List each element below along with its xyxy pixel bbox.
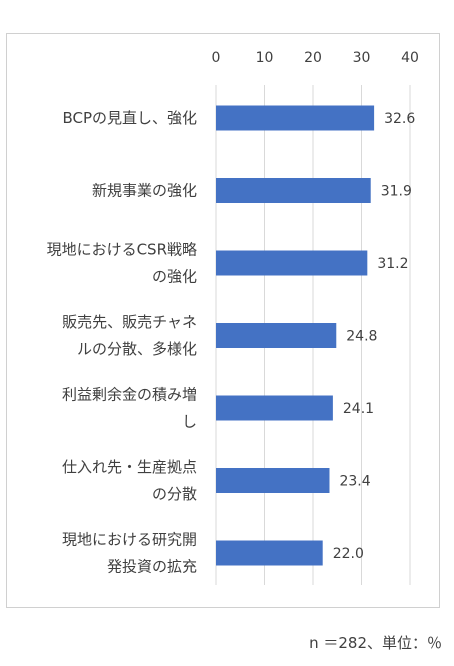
data-label-5: 24.1	[343, 401, 374, 417]
data-label-3: 31.2	[377, 256, 408, 272]
category-label-4-line-2: ルの分散、多様化	[77, 340, 197, 358]
category-label-2-line-1: 新規事業の強化	[92, 182, 197, 200]
x-axis-ticks: 0 10 20 30 40	[212, 50, 419, 66]
bar-4	[216, 323, 337, 348]
bar-5	[216, 395, 333, 421]
footnote: n ＝282、単位：％	[309, 634, 442, 652]
data-label-4: 24.8	[346, 329, 377, 345]
category-label-5-line-2: し	[182, 413, 197, 431]
data-label-7: 22.0	[333, 546, 364, 562]
category-label-4: 販売先、販売チャネルの分散、多様化	[62, 313, 197, 358]
category-label-6-line-1: 仕入れ先・生産拠点	[62, 458, 197, 476]
category-label-5-line-1: 利益剰余金の積み増	[62, 386, 197, 404]
data-label-2: 31.9	[381, 184, 412, 200]
category-label-6: 仕入れ先・生産拠点の分散	[62, 458, 197, 503]
bar-1	[216, 105, 375, 131]
category-label-5: 利益剰余金の積み増し	[62, 386, 197, 431]
category-label-1-line-1: BCPの見直し、強化	[62, 109, 197, 127]
bar-3	[216, 250, 368, 276]
category-label-2: 新規事業の強化	[92, 182, 197, 200]
category-label-1: BCPの見直し、強化	[62, 109, 197, 127]
category-label-6-line-2: の分散	[152, 485, 197, 503]
category-label-7-line-1: 現地における研究開	[62, 531, 197, 549]
category-label-7: 現地における研究開発投資の拡充	[62, 531, 197, 576]
category-label-7-line-2: 発投資の拡充	[107, 558, 197, 576]
category-label-3-line-1: 現地におけるCSR戦略	[47, 241, 197, 259]
data-label-6: 23.4	[339, 474, 370, 490]
category-label-3: 現地におけるCSR戦略の強化	[47, 241, 197, 286]
category-labels: BCPの見直し、強化新規事業の強化現地におけるCSR戦略の強化販売先、販売チャネ…	[47, 109, 197, 576]
category-label-4-line-1: 販売先、販売チャネ	[62, 313, 197, 331]
tick-label-10: 10	[256, 50, 274, 66]
tick-label-20: 20	[304, 50, 322, 66]
bar-7	[216, 540, 323, 566]
tick-label-40: 40	[401, 50, 419, 66]
data-label-1: 32.6	[384, 111, 415, 127]
bar-2	[216, 178, 371, 203]
data-labels: 32.6 31.9 31.2 24.8 24.1 23.4 22.0	[333, 111, 416, 562]
bar-6	[216, 468, 330, 493]
bars	[216, 105, 375, 566]
category-label-3-line-2: の強化	[152, 268, 197, 286]
tick-label-0: 0	[212, 50, 221, 66]
tick-label-30: 30	[353, 50, 371, 66]
